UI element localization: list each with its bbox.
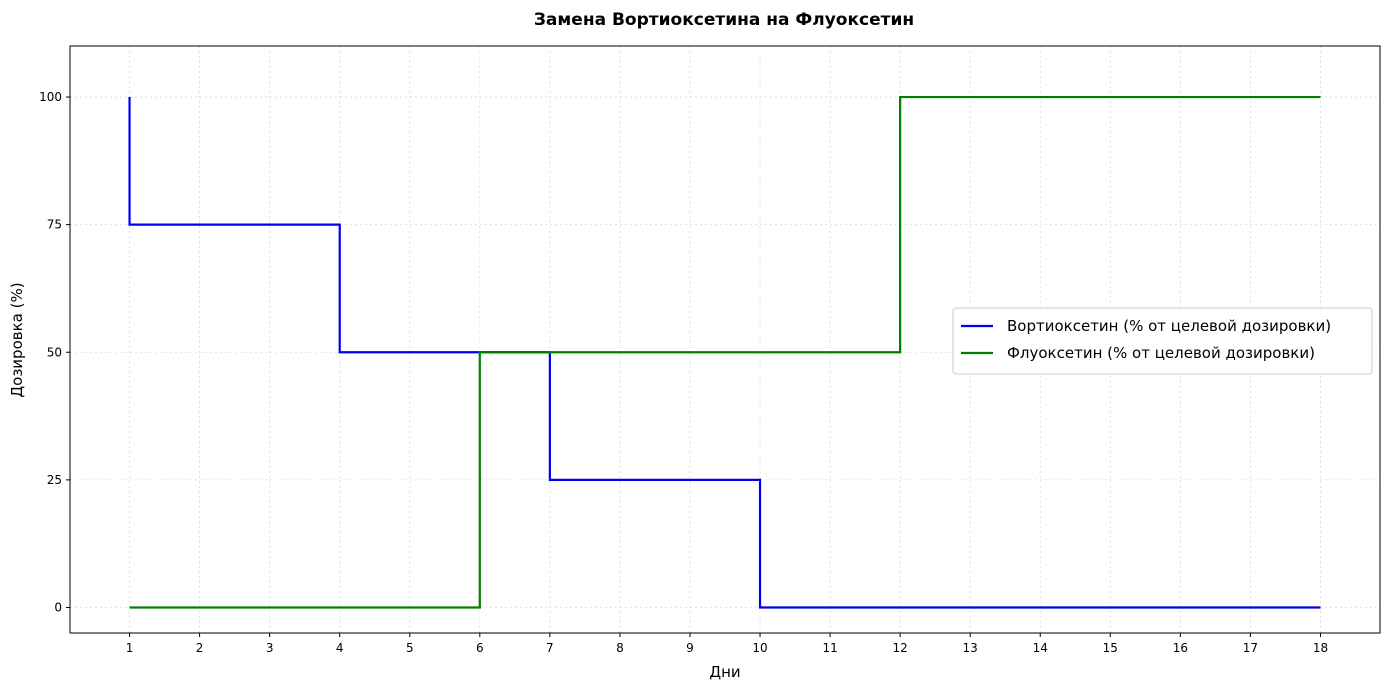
legend-label-0: Вортиоксетин (% от целевой дозировки) [1007, 317, 1331, 335]
y-tick-label: 100 [39, 90, 62, 104]
y-tick-label: 75 [47, 218, 62, 232]
legend-label-1: Флуоксетин (% от целевой дозировки) [1007, 344, 1315, 362]
x-tick-label: 18 [1313, 641, 1328, 655]
y-axis-label: Дозировка (%) [8, 282, 26, 397]
x-tick-label: 6 [476, 641, 484, 655]
x-tick-label: 2 [196, 641, 204, 655]
x-tick-label: 13 [963, 641, 978, 655]
legend: Вортиоксетин (% от целевой дозировки) Флу… [952, 307, 1373, 375]
x-tick-label: 7 [546, 641, 554, 655]
y-tick-label: 25 [47, 473, 62, 487]
x-axis-label: Дни [709, 663, 740, 681]
y-axis-ticks: 0 25 50 75 100 [39, 90, 70, 614]
plot-frame [69, 45, 1381, 634]
x-tick-label: 17 [1243, 641, 1258, 655]
x-tick-label: 9 [686, 641, 694, 655]
x-tick-label: 3 [266, 641, 274, 655]
x-tick-label: 5 [406, 641, 414, 655]
x-tick-label: 1 [126, 641, 134, 655]
x-tick-label: 15 [1103, 641, 1118, 655]
x-tick-label: 11 [822, 641, 837, 655]
x-tick-label: 10 [752, 641, 767, 655]
y-tick-label: 0 [54, 600, 62, 614]
y-tick-label: 50 [47, 345, 62, 359]
x-axis-ticks: 1 2 3 4 5 6 7 8 9 10 11 12 13 14 15 16 17 18 [126, 633, 1328, 655]
legend-box [952, 307, 1373, 375]
x-tick-label: 14 [1033, 641, 1048, 655]
x-tick-label: 8 [616, 641, 624, 655]
chart-title: Замена Вортиоксетина на Флуоксетин [534, 10, 914, 30]
x-tick-label: 12 [892, 641, 907, 655]
series-layer [128, 95, 1321, 609]
x-tick-label: 4 [336, 641, 344, 655]
series-line-1 [129, 95, 1321, 609]
x-tick-label: 16 [1173, 641, 1188, 655]
